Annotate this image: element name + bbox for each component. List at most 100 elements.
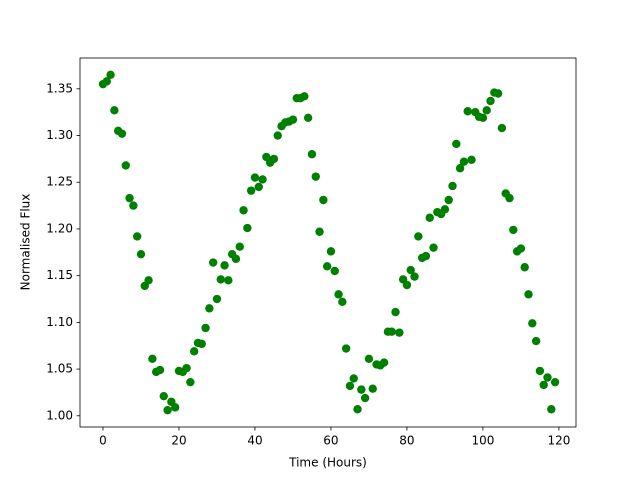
point [535,366,545,376]
point [125,193,134,203]
point [117,129,127,138]
point [410,272,419,281]
y-tick-label: 1.25 [46,175,73,189]
point [132,232,142,241]
point [110,106,119,115]
point [273,131,282,140]
point [543,373,552,382]
point [319,195,328,205]
point [459,157,469,166]
point [550,377,560,387]
point [288,115,298,124]
point [212,294,222,304]
y-tick-label: 1.00 [46,408,73,422]
point [254,182,263,192]
point [235,242,244,251]
point [136,249,146,259]
point [231,254,241,264]
point [497,123,507,133]
point [338,297,347,307]
point [246,186,256,195]
point [402,280,412,290]
point [148,354,157,364]
point [478,113,488,122]
point [516,244,526,253]
point [208,258,218,267]
point [440,205,450,214]
point [205,304,214,313]
point [341,344,351,353]
point [387,327,396,336]
point [368,384,377,393]
y-tick-label: 1.30 [46,128,73,142]
point [444,195,453,205]
y-tick-label: 1.35 [46,81,73,95]
x-tick-label: 20 [171,434,186,448]
point [220,261,229,270]
point [182,363,191,373]
x-tick-label: 80 [399,434,414,448]
point [349,374,358,383]
point [216,275,225,284]
point [467,155,476,165]
y-tick-label: 1.10 [46,315,73,329]
y-axis-label: Normalised Flux [19,194,33,291]
point [406,265,415,275]
point [360,393,370,403]
point [364,354,374,364]
y-tick-label: 1.15 [46,268,73,282]
point [311,172,320,181]
point [353,405,362,414]
x-tick-label: 120 [547,434,570,448]
point [163,405,172,415]
point [239,206,248,215]
point [322,262,332,271]
point [250,173,260,182]
point [102,77,111,86]
point [414,232,423,241]
point [144,276,153,285]
point [326,247,336,256]
point [524,290,533,299]
point [300,92,309,101]
point [129,201,138,210]
point [486,96,495,106]
x-tick-label: 40 [247,434,262,448]
plot-frame [79,57,577,428]
point [528,319,537,328]
x-axis-label: Time (Hours) [288,456,367,470]
point [159,391,168,401]
point [269,154,279,164]
point [391,307,400,317]
x-tick-label: 100 [471,434,494,448]
point [224,276,233,285]
point [334,290,343,299]
point [547,405,556,414]
point [258,175,267,184]
point [345,381,355,391]
point [520,263,529,272]
point [452,139,461,149]
point [505,193,514,203]
point [421,251,431,261]
point [509,225,518,235]
point [201,323,210,333]
point [425,213,434,222]
point [170,403,180,412]
point [155,365,165,375]
point [463,107,472,116]
point [493,89,503,98]
point [121,161,130,170]
point [482,106,491,115]
point [189,347,199,356]
point [379,358,389,367]
point [315,227,324,236]
x-tick-label: 0 [99,434,107,448]
point [448,181,457,191]
y-tick-label: 1.05 [46,362,73,376]
point [303,113,313,122]
point [455,164,465,173]
point [106,70,115,80]
